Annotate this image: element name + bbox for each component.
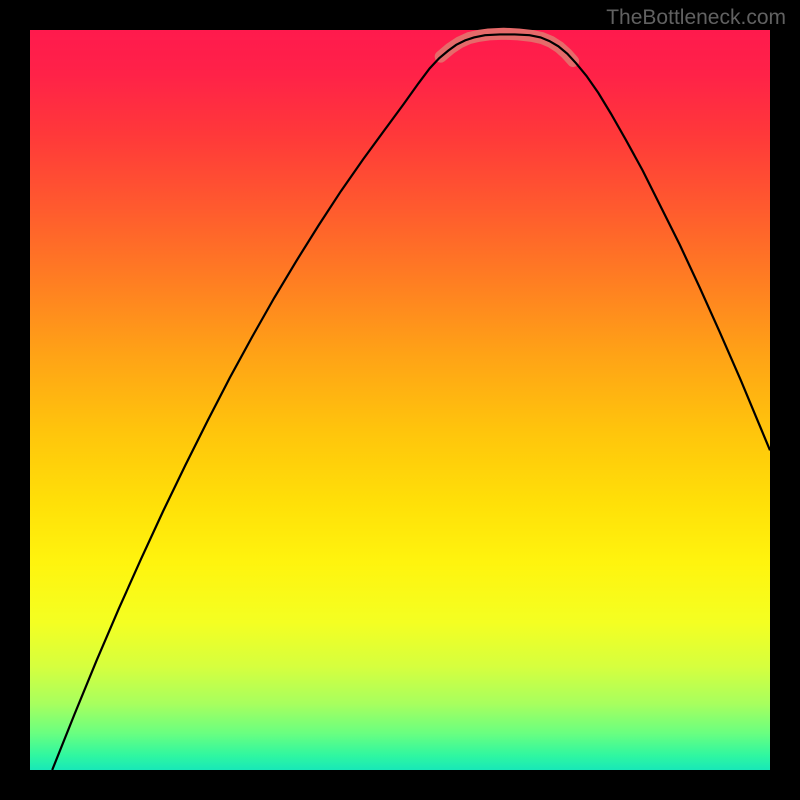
attribution-label: TheBottleneck.com (606, 6, 786, 30)
plot-background (30, 30, 770, 770)
chart-container: TheBottleneck.com (0, 0, 800, 800)
bottleneck-chart (0, 0, 800, 800)
